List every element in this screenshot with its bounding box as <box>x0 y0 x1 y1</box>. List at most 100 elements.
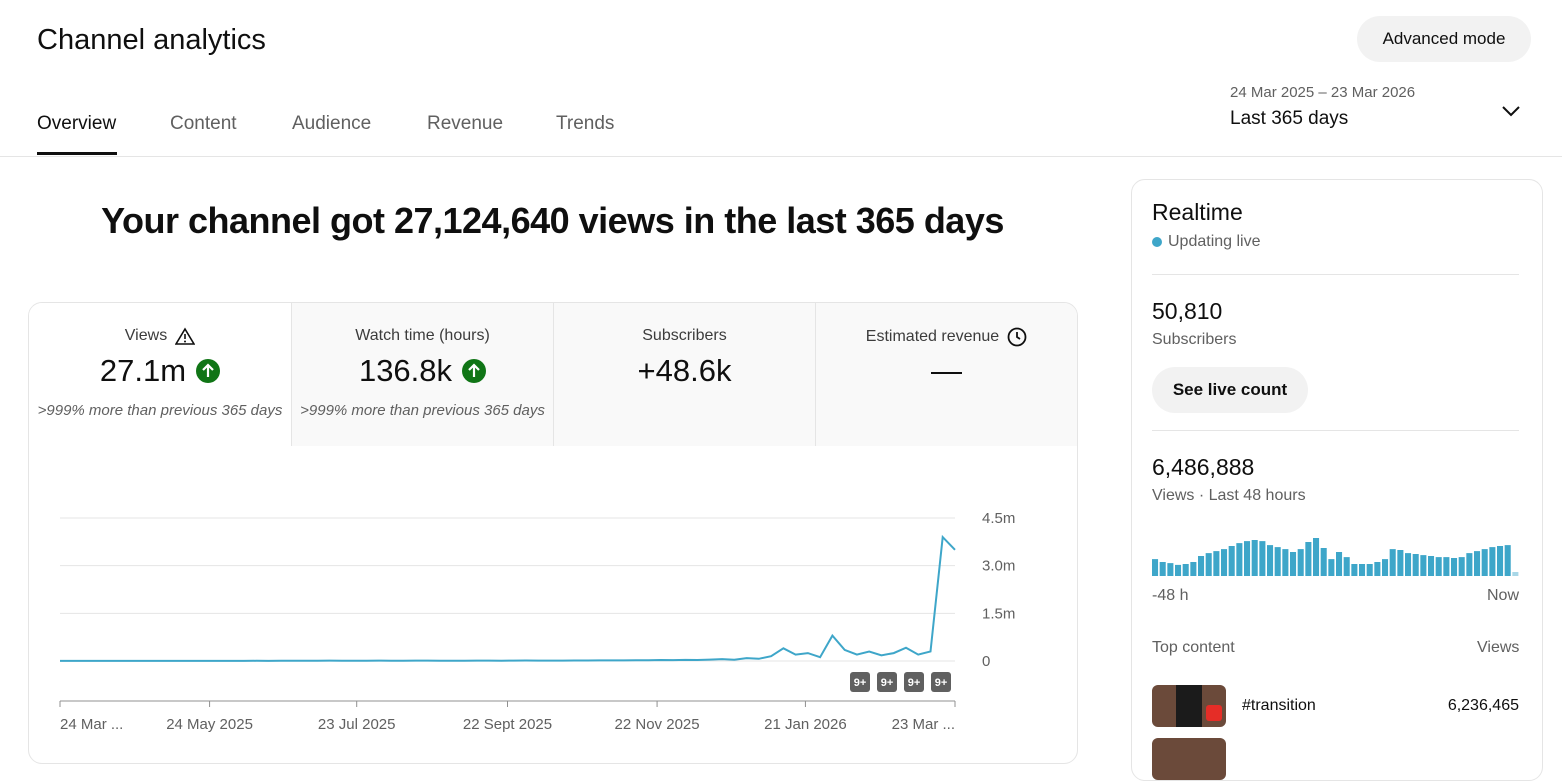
bar <box>1152 559 1159 576</box>
bar <box>1412 554 1419 576</box>
tab[interactable]: Trends <box>556 113 615 134</box>
bar <box>1443 557 1450 576</box>
bar <box>1167 563 1174 576</box>
thumbnail[interactable] <box>1152 685 1226 727</box>
views-label: Views · Last 48 hours <box>1152 487 1306 504</box>
shorts-icon <box>1206 705 1222 721</box>
bar <box>1382 559 1389 576</box>
metric-value: +48.6k <box>637 353 732 388</box>
clock-icon <box>1007 327 1027 347</box>
bar <box>1290 552 1297 576</box>
bar <box>1374 562 1381 576</box>
end-label: Now <box>1487 587 1520 604</box>
active-tab-indicator <box>37 152 117 155</box>
up-icon <box>462 359 487 383</box>
thumbnail-image <box>1176 685 1202 727</box>
metric-tile[interactable]: Estimated revenue — <box>815 303 1077 446</box>
realtime-chart <box>1152 538 1519 576</box>
advanced-mode-button[interactable]: Advanced mode <box>1357 16 1531 62</box>
x-tick-label: 23 Jul 2025 <box>318 716 396 733</box>
badge-label: 9+ <box>908 677 921 689</box>
metric-tile[interactable]: Subscribers +48.6k <box>553 303 815 446</box>
live-count-button[interactable]: See live count <box>1152 367 1308 413</box>
up-icon <box>196 359 221 383</box>
headline: Your channel got 27,124,640 views in the… <box>101 200 1004 241</box>
bar <box>1512 572 1519 576</box>
range-label[interactable]: Last 365 days <box>1230 108 1349 129</box>
x-tick-label: 24 Mar ... <box>60 716 123 733</box>
bar <box>1282 549 1289 576</box>
views-header: Views <box>1477 639 1520 656</box>
badge[interactable] <box>850 672 870 692</box>
metric-tile[interactable]: Views 27.1m >999% more than previous 365… <box>29 303 291 446</box>
badge-label: 9+ <box>881 677 894 689</box>
bar <box>1259 541 1266 576</box>
bar <box>1175 564 1182 576</box>
badge-label: 9+ <box>935 677 948 689</box>
thumbnail[interactable] <box>1152 738 1226 780</box>
bar <box>1343 557 1350 576</box>
bar <box>1159 562 1166 576</box>
bar <box>1366 564 1373 576</box>
tab[interactable]: Content <box>170 113 237 134</box>
bar <box>1328 559 1335 576</box>
divider <box>0 156 1562 157</box>
y-tick-label: 4.5m <box>982 510 1015 527</box>
bar <box>1428 556 1435 576</box>
bar <box>1313 538 1320 576</box>
bar <box>1297 549 1304 576</box>
bar <box>1397 550 1404 576</box>
badge[interactable] <box>931 672 951 692</box>
tab[interactable]: Audience <box>292 113 372 134</box>
bar <box>1205 553 1212 576</box>
bar <box>1420 555 1427 576</box>
content-title[interactable]: #transition <box>1242 697 1316 714</box>
warning-icon <box>175 327 196 345</box>
bar <box>1451 558 1458 576</box>
x-tick-label: 22 Nov 2025 <box>615 716 700 733</box>
bar <box>1489 547 1496 576</box>
tab[interactable]: Overview <box>37 113 117 134</box>
badge[interactable] <box>877 672 897 692</box>
bar <box>1190 562 1197 576</box>
x-tick-label: 23 Mar ... <box>892 716 955 733</box>
bar <box>1267 545 1274 576</box>
badge[interactable] <box>904 672 924 692</box>
metric-value: 136.8k <box>358 353 453 388</box>
metric-label: Watch time (hours) <box>355 327 490 344</box>
bar <box>1244 541 1251 576</box>
dropdown-chevron[interactable] <box>1500 100 1522 122</box>
tab[interactable]: Revenue <box>427 113 504 134</box>
bar <box>1336 552 1343 576</box>
bar <box>1458 557 1465 576</box>
metric-tile[interactable]: Watch time (hours) 136.8k >999% more tha… <box>291 303 553 446</box>
divider <box>1152 274 1519 275</box>
bar <box>1435 557 1442 576</box>
date-range: 24 Mar 2025 – 23 Mar 2026 <box>1230 84 1416 101</box>
metric-value: — <box>931 353 962 388</box>
bar <box>1305 542 1312 576</box>
page-title: Channel analytics <box>37 24 266 56</box>
y-tick-label: 3.0m <box>982 558 1015 575</box>
x-tick-label: 22 Sept 2025 <box>463 716 552 733</box>
divider <box>1152 430 1519 431</box>
bar <box>1182 564 1189 576</box>
bar <box>1359 564 1366 576</box>
live-dot <box>1152 237 1162 247</box>
bar <box>1221 549 1228 576</box>
badge-label: 9+ <box>854 677 867 689</box>
metric-note: >999% more than previous 365 days <box>37 402 283 419</box>
start-label: -48 h <box>1152 587 1189 604</box>
x-tick-label: 21 Jan 2026 <box>764 716 847 733</box>
metric-value: 27.1m <box>99 353 187 388</box>
views-chart: 0 1.5m 3.0m 4.5m 24 Mar ... 24 May 2025 23 Jul… <box>59 510 1015 733</box>
bar <box>1351 564 1358 576</box>
bar <box>1497 546 1504 576</box>
realtime-title: Realtime <box>1152 199 1243 225</box>
bar <box>1474 551 1481 576</box>
subscriber-count: 50,810 <box>1152 298 1223 324</box>
content-views: 6,236,465 <box>1447 697 1519 714</box>
metric-note: >999% more than previous 365 days <box>300 402 545 419</box>
subscriber-label: Subscribers <box>1152 331 1237 348</box>
views-line <box>60 534 956 662</box>
